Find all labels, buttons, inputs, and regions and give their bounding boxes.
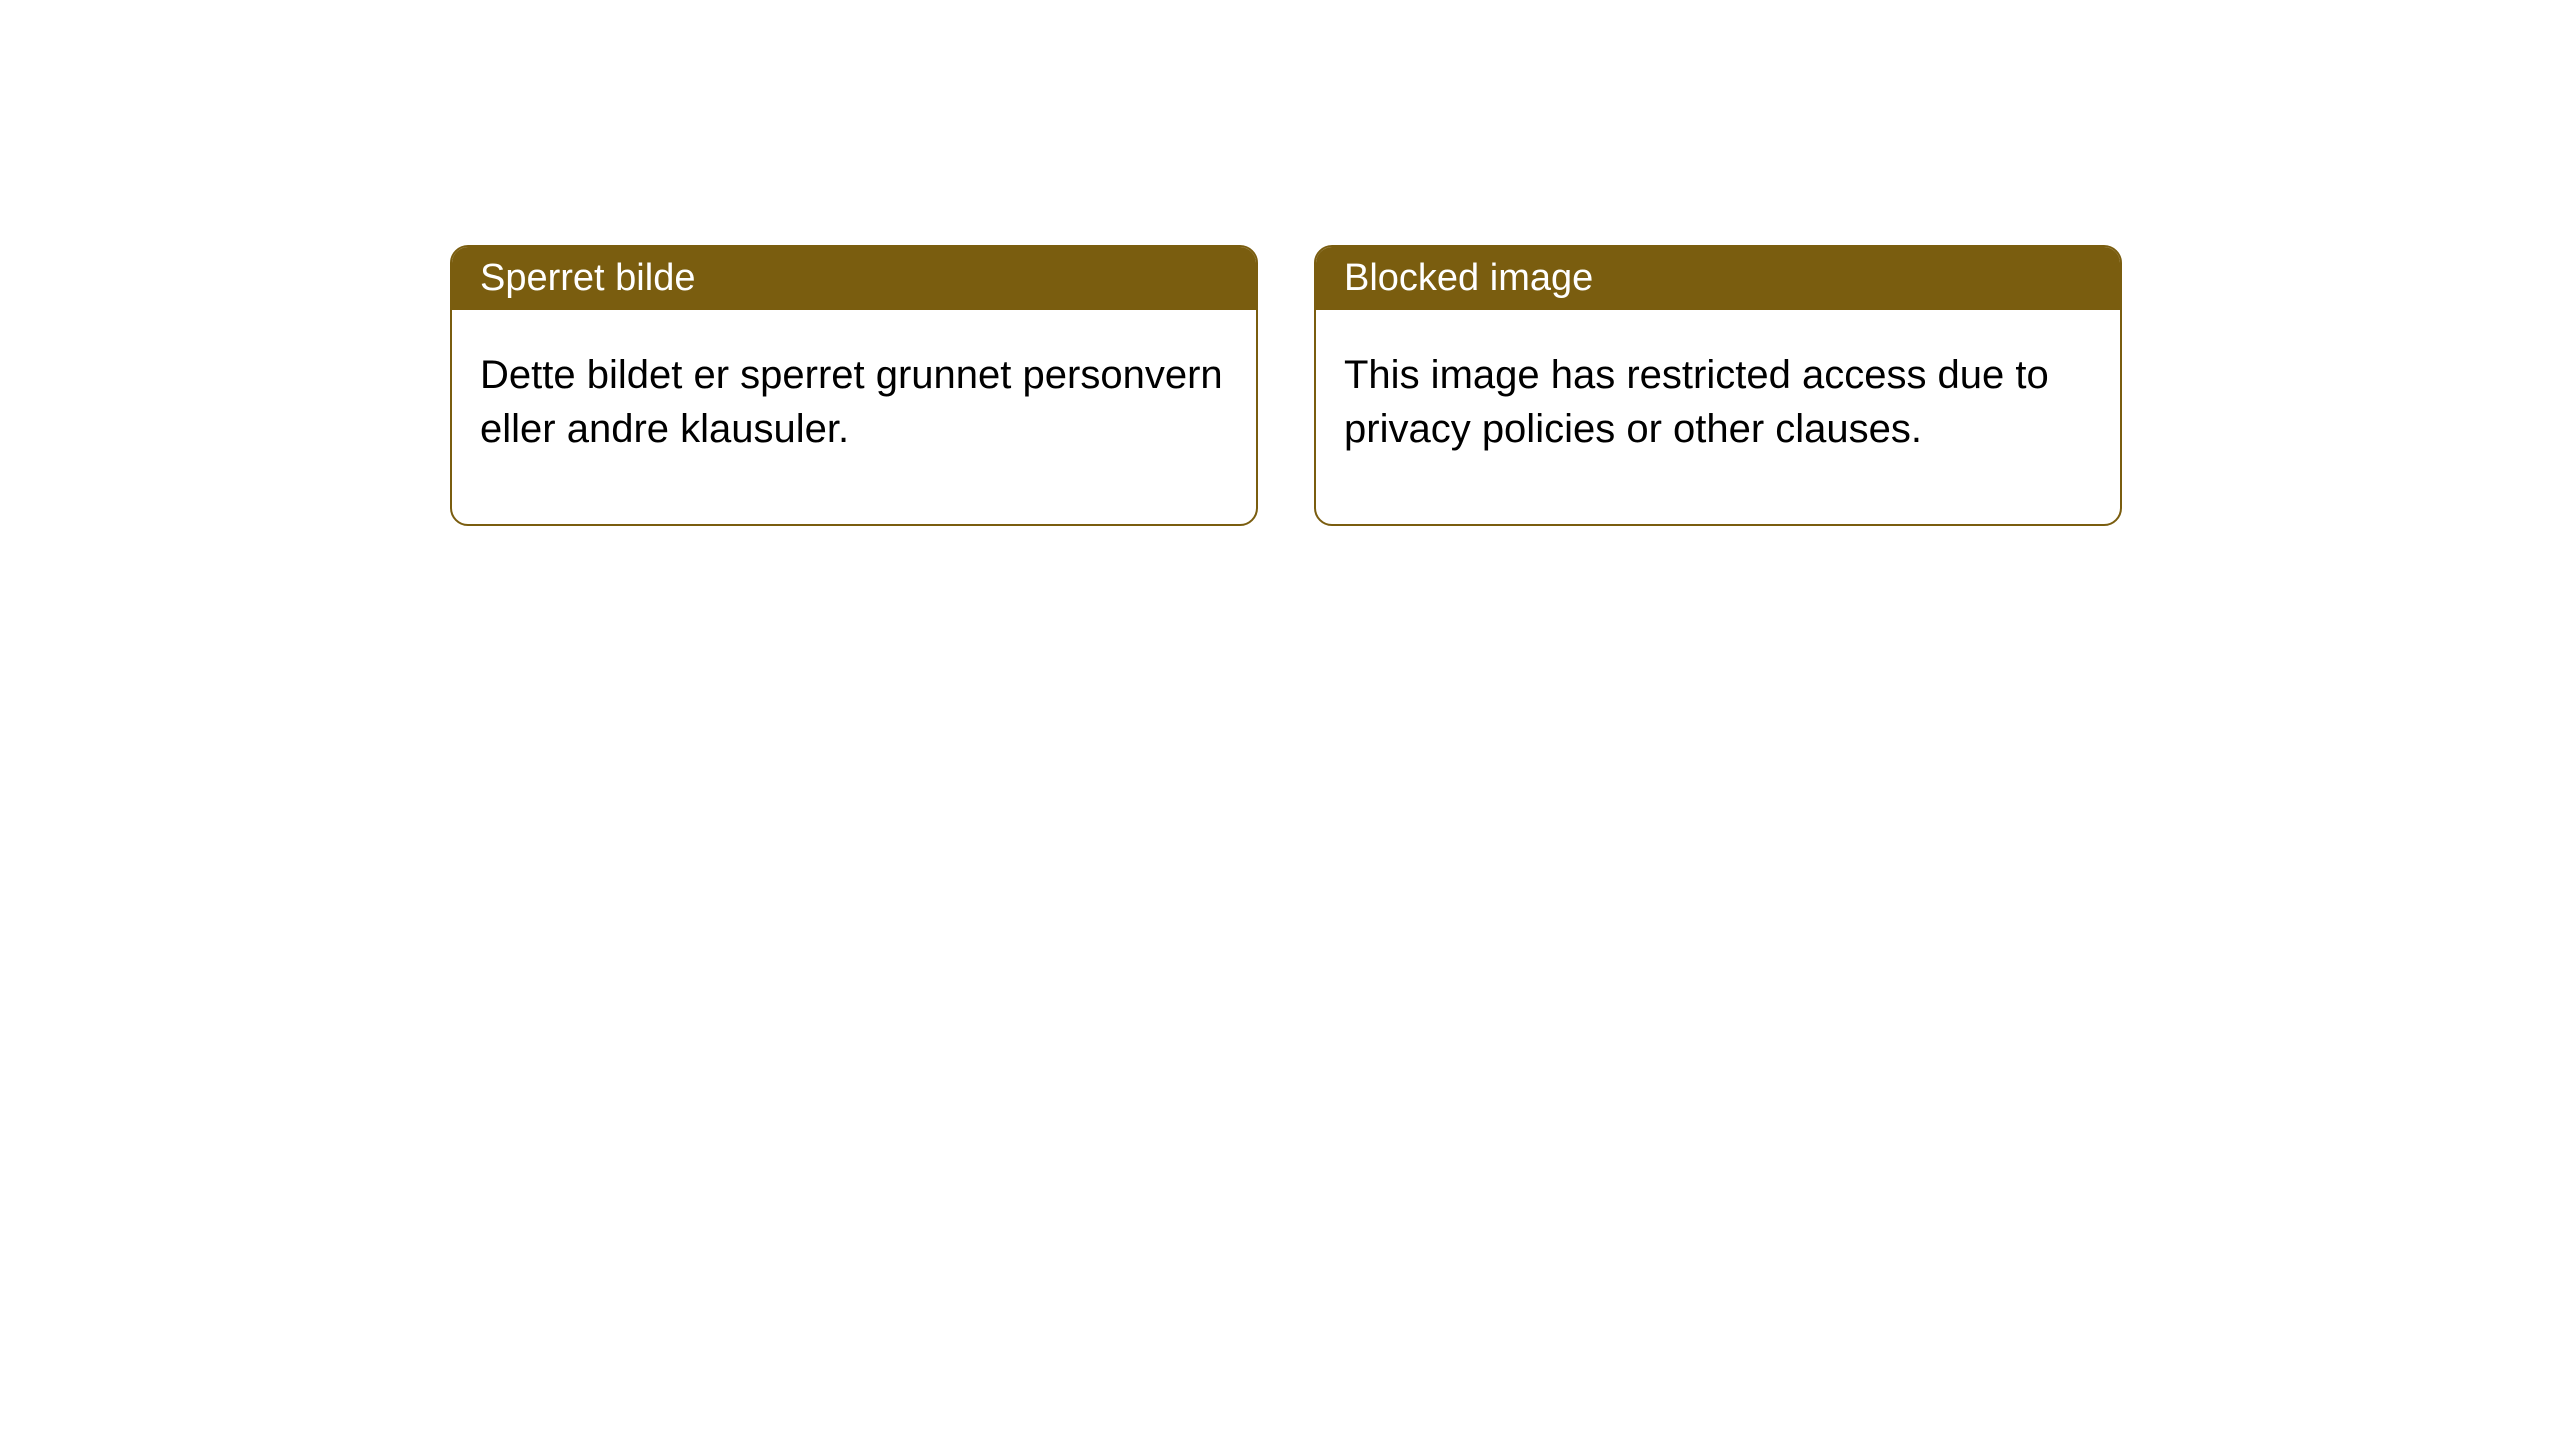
notice-card-body: This image has restricted access due to … <box>1316 310 2120 524</box>
notice-card-title: Blocked image <box>1316 247 2120 310</box>
notice-card-title: Sperret bilde <box>452 247 1256 310</box>
notice-card-container: Sperret bilde Dette bildet er sperret gr… <box>0 0 2560 526</box>
notice-card-body: Dette bildet er sperret grunnet personve… <box>452 310 1256 524</box>
notice-card-norwegian: Sperret bilde Dette bildet er sperret gr… <box>450 245 1258 526</box>
notice-card-english: Blocked image This image has restricted … <box>1314 245 2122 526</box>
